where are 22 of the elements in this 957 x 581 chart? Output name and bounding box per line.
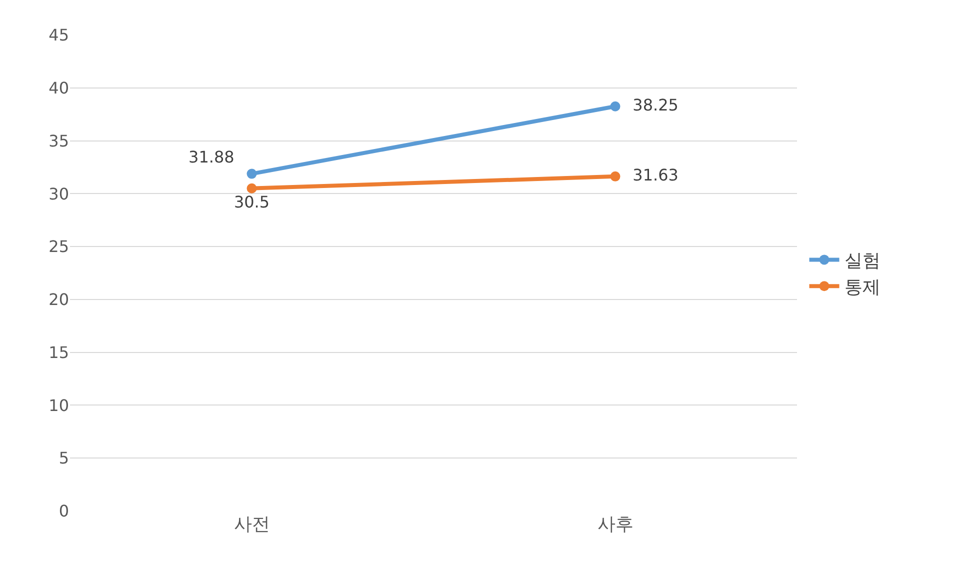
y-tick-label: 15 <box>48 342 69 362</box>
data-label: 31.63 <box>622 165 689 184</box>
data-label: 31.88 <box>178 148 244 167</box>
point <box>610 101 620 112</box>
data-label: 38.25 <box>622 95 689 114</box>
legend-label: 실험 <box>844 250 880 272</box>
point <box>610 171 620 182</box>
y-tick-label: 45 <box>48 26 69 45</box>
y-tick-label: 20 <box>48 290 69 310</box>
y-tick-label: 30 <box>48 184 69 204</box>
y-tick-label: 0 <box>58 502 69 521</box>
y-tick-label: 35 <box>48 131 69 150</box>
point <box>246 183 257 194</box>
y-tick-label: 25 <box>48 237 69 256</box>
y-tick-label: 40 <box>48 78 69 98</box>
y-tick-label: 10 <box>48 396 69 415</box>
x-tick-label: 사전 <box>234 514 270 535</box>
x-tick-label: 사후 <box>597 514 634 535</box>
y-tick-label: 5 <box>58 448 69 468</box>
point <box>246 168 257 179</box>
data-label: 30.5 <box>224 192 280 212</box>
legend-label: 통제 <box>844 277 880 298</box>
